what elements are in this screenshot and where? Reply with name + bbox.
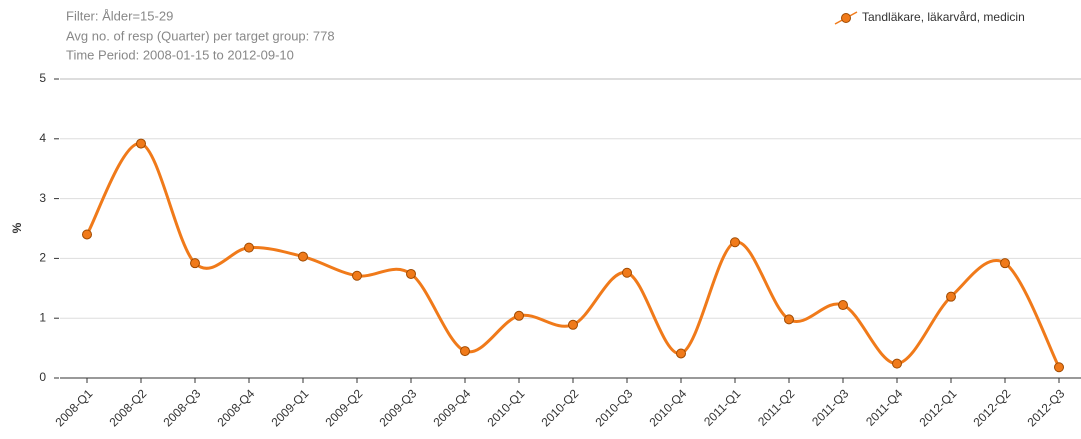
x-tick-label: 2009-Q1 xyxy=(268,386,311,429)
y-tick-label: 5 xyxy=(39,71,46,85)
y-tick-label: 2 xyxy=(39,251,46,265)
point xyxy=(514,310,524,321)
x-tick-label: 2011-Q1 xyxy=(701,386,744,429)
point xyxy=(1054,362,1064,373)
point xyxy=(298,251,308,262)
x-tick-label: 2012-Q3 xyxy=(1024,386,1067,429)
x-tick-label: 2010-Q3 xyxy=(592,386,635,429)
legend-marker xyxy=(841,13,851,23)
point xyxy=(568,319,578,330)
point xyxy=(838,300,848,311)
legend-label: Tandläkare, läkarvård, medicin xyxy=(862,10,1025,24)
point xyxy=(82,229,92,240)
point xyxy=(784,314,794,325)
point xyxy=(946,291,956,302)
x-tick-label: 2011-Q3 xyxy=(809,386,852,429)
point xyxy=(244,242,254,253)
x-tick-label: 2011-Q4 xyxy=(863,386,906,429)
y-tick-label: 1 xyxy=(39,310,46,324)
x-tick-label: 2008-Q2 xyxy=(106,386,149,429)
y-tick-label: 3 xyxy=(39,191,46,205)
line xyxy=(85,142,1061,368)
x-tick-label: 2008-Q1 xyxy=(52,386,95,429)
subtitle: Avg no. of resp (Quarter) per target gro… xyxy=(66,28,335,43)
subtitle: Time Period: 2008-01-15 to 2012-09-10 xyxy=(66,47,294,62)
point xyxy=(352,270,362,281)
x-tick-label: 2010-Q4 xyxy=(646,386,689,429)
point xyxy=(190,258,200,269)
x-tick-label: 2011-Q2 xyxy=(755,386,798,429)
point xyxy=(622,267,632,278)
x-tick-label: 2009-Q4 xyxy=(430,386,473,429)
point xyxy=(730,237,740,248)
subtitle: Filter: Ålder=15-29 xyxy=(66,8,173,23)
x-tick-label: 2009-Q2 xyxy=(322,386,365,429)
point xyxy=(136,138,146,149)
point xyxy=(892,358,902,369)
point xyxy=(676,348,686,359)
x-tick-label: 2010-Q2 xyxy=(538,386,581,429)
y-tick-label: 0 xyxy=(39,370,46,384)
x-tick-label: 2008-Q3 xyxy=(160,386,203,429)
x-tick-label: 2008-Q4 xyxy=(214,386,257,429)
point xyxy=(460,346,470,357)
point xyxy=(406,268,416,279)
y-axis-label: % xyxy=(10,222,24,233)
point xyxy=(1000,258,1010,269)
y-tick-label: 4 xyxy=(39,131,46,145)
x-tick-label: 2012-Q2 xyxy=(970,386,1013,429)
x-tick-label: 2012-Q1 xyxy=(916,386,959,429)
x-tick-label: 2009-Q3 xyxy=(376,386,419,429)
x-tick-label: 2010-Q1 xyxy=(484,386,527,429)
